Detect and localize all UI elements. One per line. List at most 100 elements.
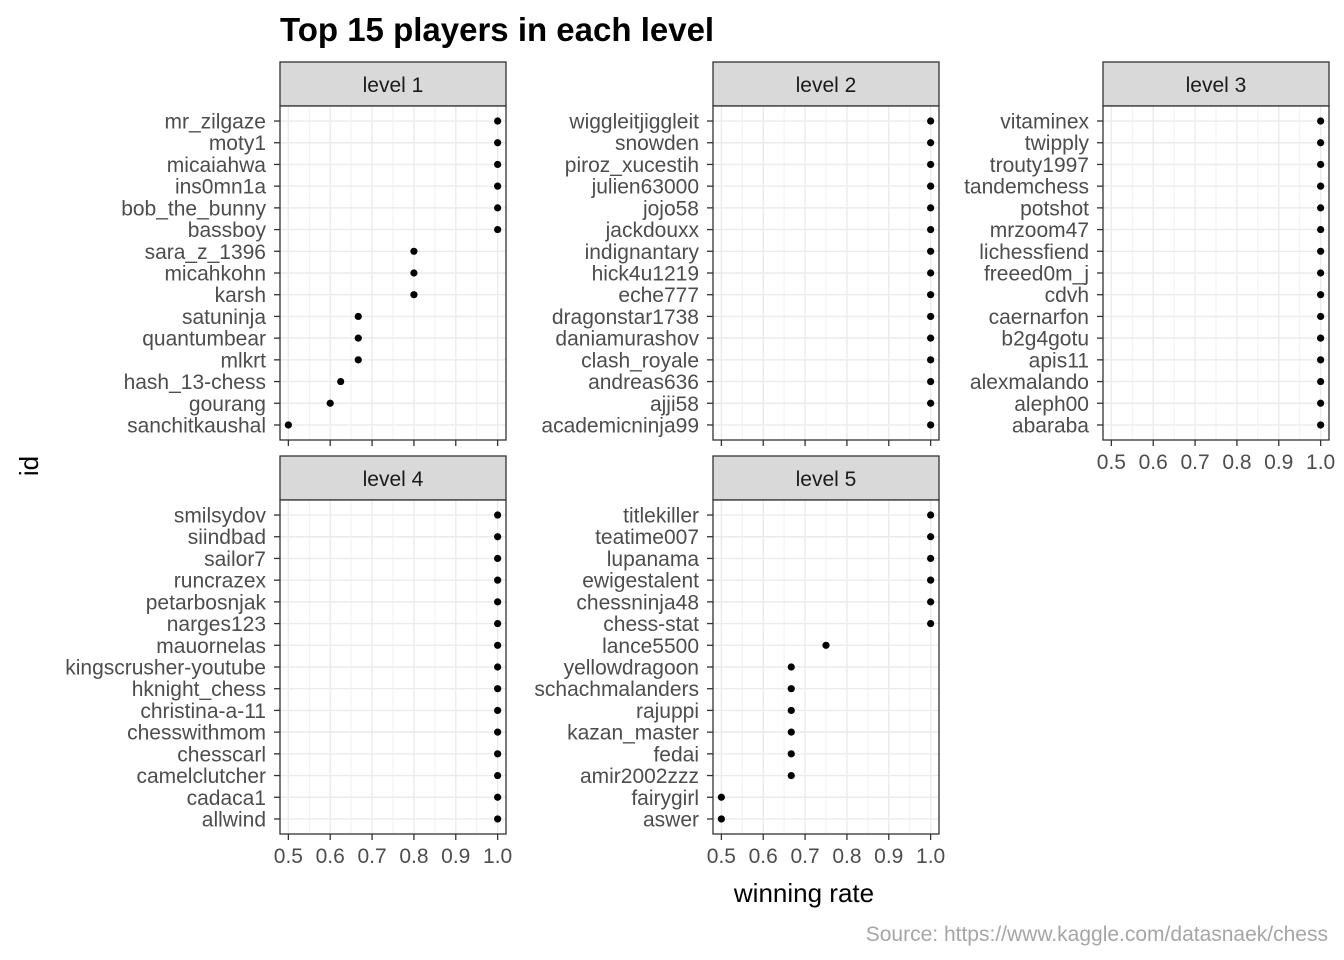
- data-point: [787, 663, 795, 671]
- data-point: [1317, 225, 1325, 234]
- data-point: [494, 576, 502, 584]
- y-tick-label: narges123: [167, 613, 266, 636]
- data-point: [494, 815, 502, 823]
- data-point: [410, 247, 418, 255]
- data-point: [787, 771, 795, 780]
- facet-strip: [1102, 61, 1330, 107]
- facet-strip-label: level 1: [363, 74, 424, 97]
- x-tick-label: 0.6: [316, 845, 345, 868]
- y-tick-label: sara_z_1396: [145, 241, 266, 264]
- data-point: [494, 139, 502, 147]
- data-point: [927, 291, 935, 299]
- facet-strip: [712, 455, 940, 501]
- x-axis-title: winning rate: [733, 878, 874, 908]
- chart-caption: Source: https://www.kaggle.com/datasnaek…: [866, 923, 1328, 946]
- data-point: [927, 182, 935, 190]
- y-tick-label: apis11: [1029, 349, 1089, 372]
- data-point: [927, 554, 935, 563]
- y-tick-label: cadaca1: [187, 787, 266, 810]
- x-tick-label: 1.0: [916, 845, 945, 868]
- y-tick-label: rajuppi: [636, 700, 699, 723]
- y-tick-label: andreas636: [588, 371, 699, 394]
- data-point: [494, 160, 502, 169]
- x-tick-label: 0.9: [1264, 451, 1293, 474]
- y-tick-label: abaraba: [1012, 414, 1089, 437]
- y-tick-label: trouty1997: [990, 154, 1089, 177]
- data-point: [494, 706, 502, 715]
- y-tick-label: hash_13-chess: [124, 371, 266, 394]
- y-tick-label: ajji58: [650, 393, 699, 416]
- x-tick-label: 0.6: [749, 845, 778, 868]
- data-point: [326, 399, 334, 407]
- data-point: [927, 356, 935, 364]
- y-tick-label: daniamurashov: [555, 328, 699, 351]
- data-point: [1317, 182, 1325, 190]
- data-point: [787, 750, 795, 758]
- data-point: [494, 117, 502, 125]
- y-tick-label: amir2002zzz: [580, 765, 699, 788]
- y-tick-label: clash_royale: [581, 349, 699, 372]
- data-point: [1317, 291, 1325, 299]
- y-tick-label: tandemchess: [964, 176, 1089, 199]
- y-tick-label: academicninja99: [541, 414, 699, 437]
- data-point: [410, 291, 418, 299]
- data-point: [494, 619, 502, 628]
- y-tick-label: mr_zilgaze: [164, 111, 266, 134]
- data-point: [410, 269, 418, 277]
- facet-strip-label: level 2: [796, 74, 857, 97]
- y-tick-label: micaiahwa: [167, 154, 267, 177]
- y-tick-label: camelclutcher: [136, 765, 266, 788]
- y-tick-label: gourang: [189, 393, 266, 416]
- data-point: [284, 421, 292, 429]
- data-point: [717, 793, 725, 801]
- data-point: [717, 815, 725, 823]
- y-tick-label: dragonstar1738: [552, 306, 699, 329]
- y-tick-label: chesswithmom: [127, 722, 266, 745]
- y-tick-label: aswer: [643, 808, 699, 831]
- data-point: [927, 576, 935, 584]
- y-tick-label: eche777: [618, 284, 699, 307]
- y-tick-label: runcrazex: [174, 570, 267, 593]
- y-tick-label: julien63000: [591, 176, 699, 199]
- y-tick-label: freeed0m_j: [984, 263, 1089, 286]
- y-tick-label: quantumbear: [142, 328, 266, 351]
- data-point: [927, 511, 935, 519]
- facet-panel-5: level 5 titlekillerteatime007lupanamaewig…: [534, 455, 945, 868]
- facet-strip: [712, 61, 940, 107]
- y-tick-label: christina-a-11: [140, 700, 266, 723]
- y-tick-label: moty1: [209, 132, 266, 155]
- data-point: [1317, 160, 1325, 169]
- data-point: [494, 663, 502, 671]
- y-tick-label: chessninja48: [576, 591, 699, 614]
- data-point: [1317, 312, 1325, 321]
- y-tick-label: lance5500: [602, 635, 699, 658]
- y-tick-label: hick4u1219: [592, 263, 699, 286]
- y-tick-label: bassboy: [188, 219, 267, 242]
- y-tick-label: alexmalando: [970, 371, 1089, 394]
- y-tick-label: karsh: [215, 284, 266, 307]
- x-tick-label: 0.7: [357, 845, 386, 868]
- y-tick-label: satuninja: [182, 306, 266, 329]
- facet-strip-label: level 3: [1186, 74, 1247, 97]
- facet-strip: [279, 61, 507, 107]
- y-tick-label: yellowdragoon: [564, 657, 699, 680]
- y-tick-label: wiggleitjiggleit: [568, 111, 699, 134]
- x-tick-label: 0.6: [1139, 451, 1168, 474]
- data-point: [1317, 399, 1325, 407]
- y-tick-label: lichessfiend: [979, 241, 1089, 264]
- data-point: [822, 641, 830, 649]
- data-point: [927, 160, 935, 169]
- data-point: [494, 533, 502, 541]
- y-tick-label: allwind: [202, 808, 266, 831]
- y-tick-label: sanchitkaushal: [127, 414, 266, 437]
- x-tick-label: 0.5: [707, 845, 736, 868]
- data-point: [927, 619, 935, 628]
- x-tick-label: 1.0: [1306, 451, 1335, 474]
- y-tick-label: ins0mn1a: [175, 176, 266, 199]
- y-tick-label: teatime007: [595, 526, 699, 549]
- data-point: [1317, 204, 1325, 212]
- x-tick-label: 0.8: [1222, 451, 1251, 474]
- data-point: [494, 225, 502, 234]
- data-point: [337, 377, 345, 386]
